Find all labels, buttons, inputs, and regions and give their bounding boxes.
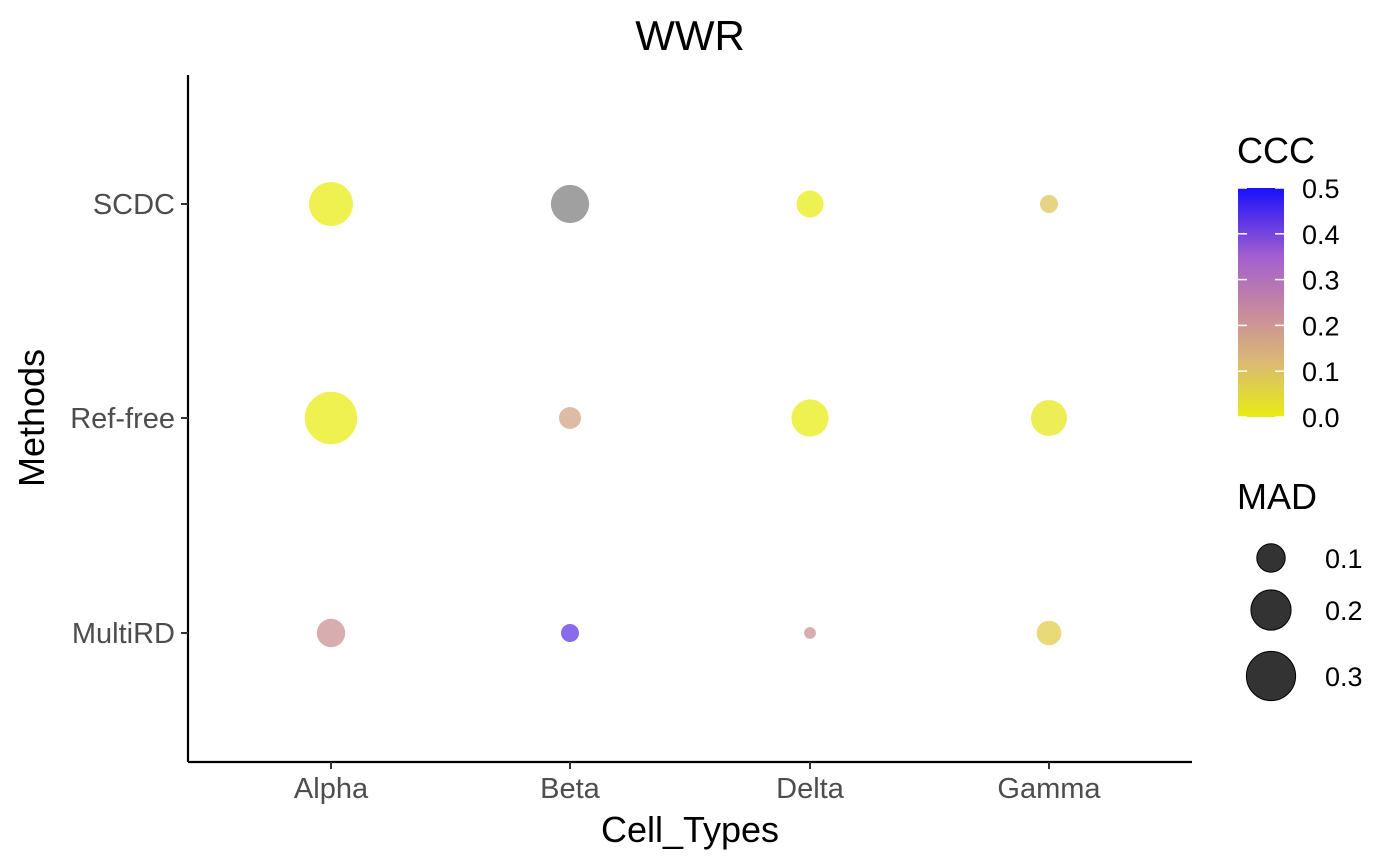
data-point xyxy=(1031,400,1067,436)
data-point xyxy=(309,182,353,226)
size-legend: MAD 0.1 0.2 0.3 xyxy=(1237,476,1363,702)
x-axis-ticks: Alpha Beta Delta Gamma xyxy=(294,762,1101,805)
color-tick-label: 0.3 xyxy=(1302,266,1340,296)
data-point xyxy=(559,407,581,429)
y-axis-ticks: MultiRD Ref-free SCDC xyxy=(70,189,188,650)
x-tick-label: Gamma xyxy=(997,773,1101,805)
color-tick-label: 0.2 xyxy=(1302,311,1340,341)
data-points xyxy=(304,182,1067,648)
color-legend-title: CCC xyxy=(1237,130,1315,171)
data-point xyxy=(1036,620,1062,646)
color-tick-label: 0.1 xyxy=(1302,357,1340,387)
color-legend-ticks: 0.0 0.1 0.2 0.3 0.4 0.5 xyxy=(1238,174,1340,433)
data-point xyxy=(796,190,824,218)
x-tick-label: Alpha xyxy=(294,773,369,805)
y-tick-label: SCDC xyxy=(93,189,175,221)
size-key-circle xyxy=(1245,650,1297,702)
y-tick-label: MultiRD xyxy=(72,618,175,650)
chart-title: WWR xyxy=(635,12,745,59)
size-key-label: 0.3 xyxy=(1325,662,1363,692)
x-tick-label: Beta xyxy=(540,773,601,805)
color-tick-label: 0.0 xyxy=(1302,403,1340,433)
data-point xyxy=(304,391,358,445)
size-key-label: 0.2 xyxy=(1325,596,1363,626)
data-point xyxy=(1040,195,1058,213)
size-legend-keys: 0.1 0.2 0.3 xyxy=(1245,543,1363,702)
color-tick-label: 0.5 xyxy=(1302,174,1340,204)
y-tick-label: Ref-free xyxy=(70,403,175,435)
data-point xyxy=(804,627,816,639)
data-point xyxy=(550,184,590,224)
data-point xyxy=(791,399,829,437)
x-tick-label: Delta xyxy=(776,773,845,805)
size-legend-title: MAD xyxy=(1237,476,1317,517)
y-axis-title: Methods xyxy=(11,349,52,487)
color-legend: CCC 0.0 0.1 0.2 0.3 0.4 0.5 xyxy=(1237,130,1340,433)
x-axis-title: Cell_Types xyxy=(601,809,779,850)
data-point xyxy=(561,624,579,642)
size-key-circle xyxy=(1250,589,1292,631)
size-key-circle xyxy=(1256,543,1286,573)
data-point xyxy=(316,618,346,648)
color-tick-label: 0.4 xyxy=(1302,220,1340,250)
size-key-label: 0.1 xyxy=(1325,544,1363,574)
color-legend-bar xyxy=(1238,188,1284,417)
